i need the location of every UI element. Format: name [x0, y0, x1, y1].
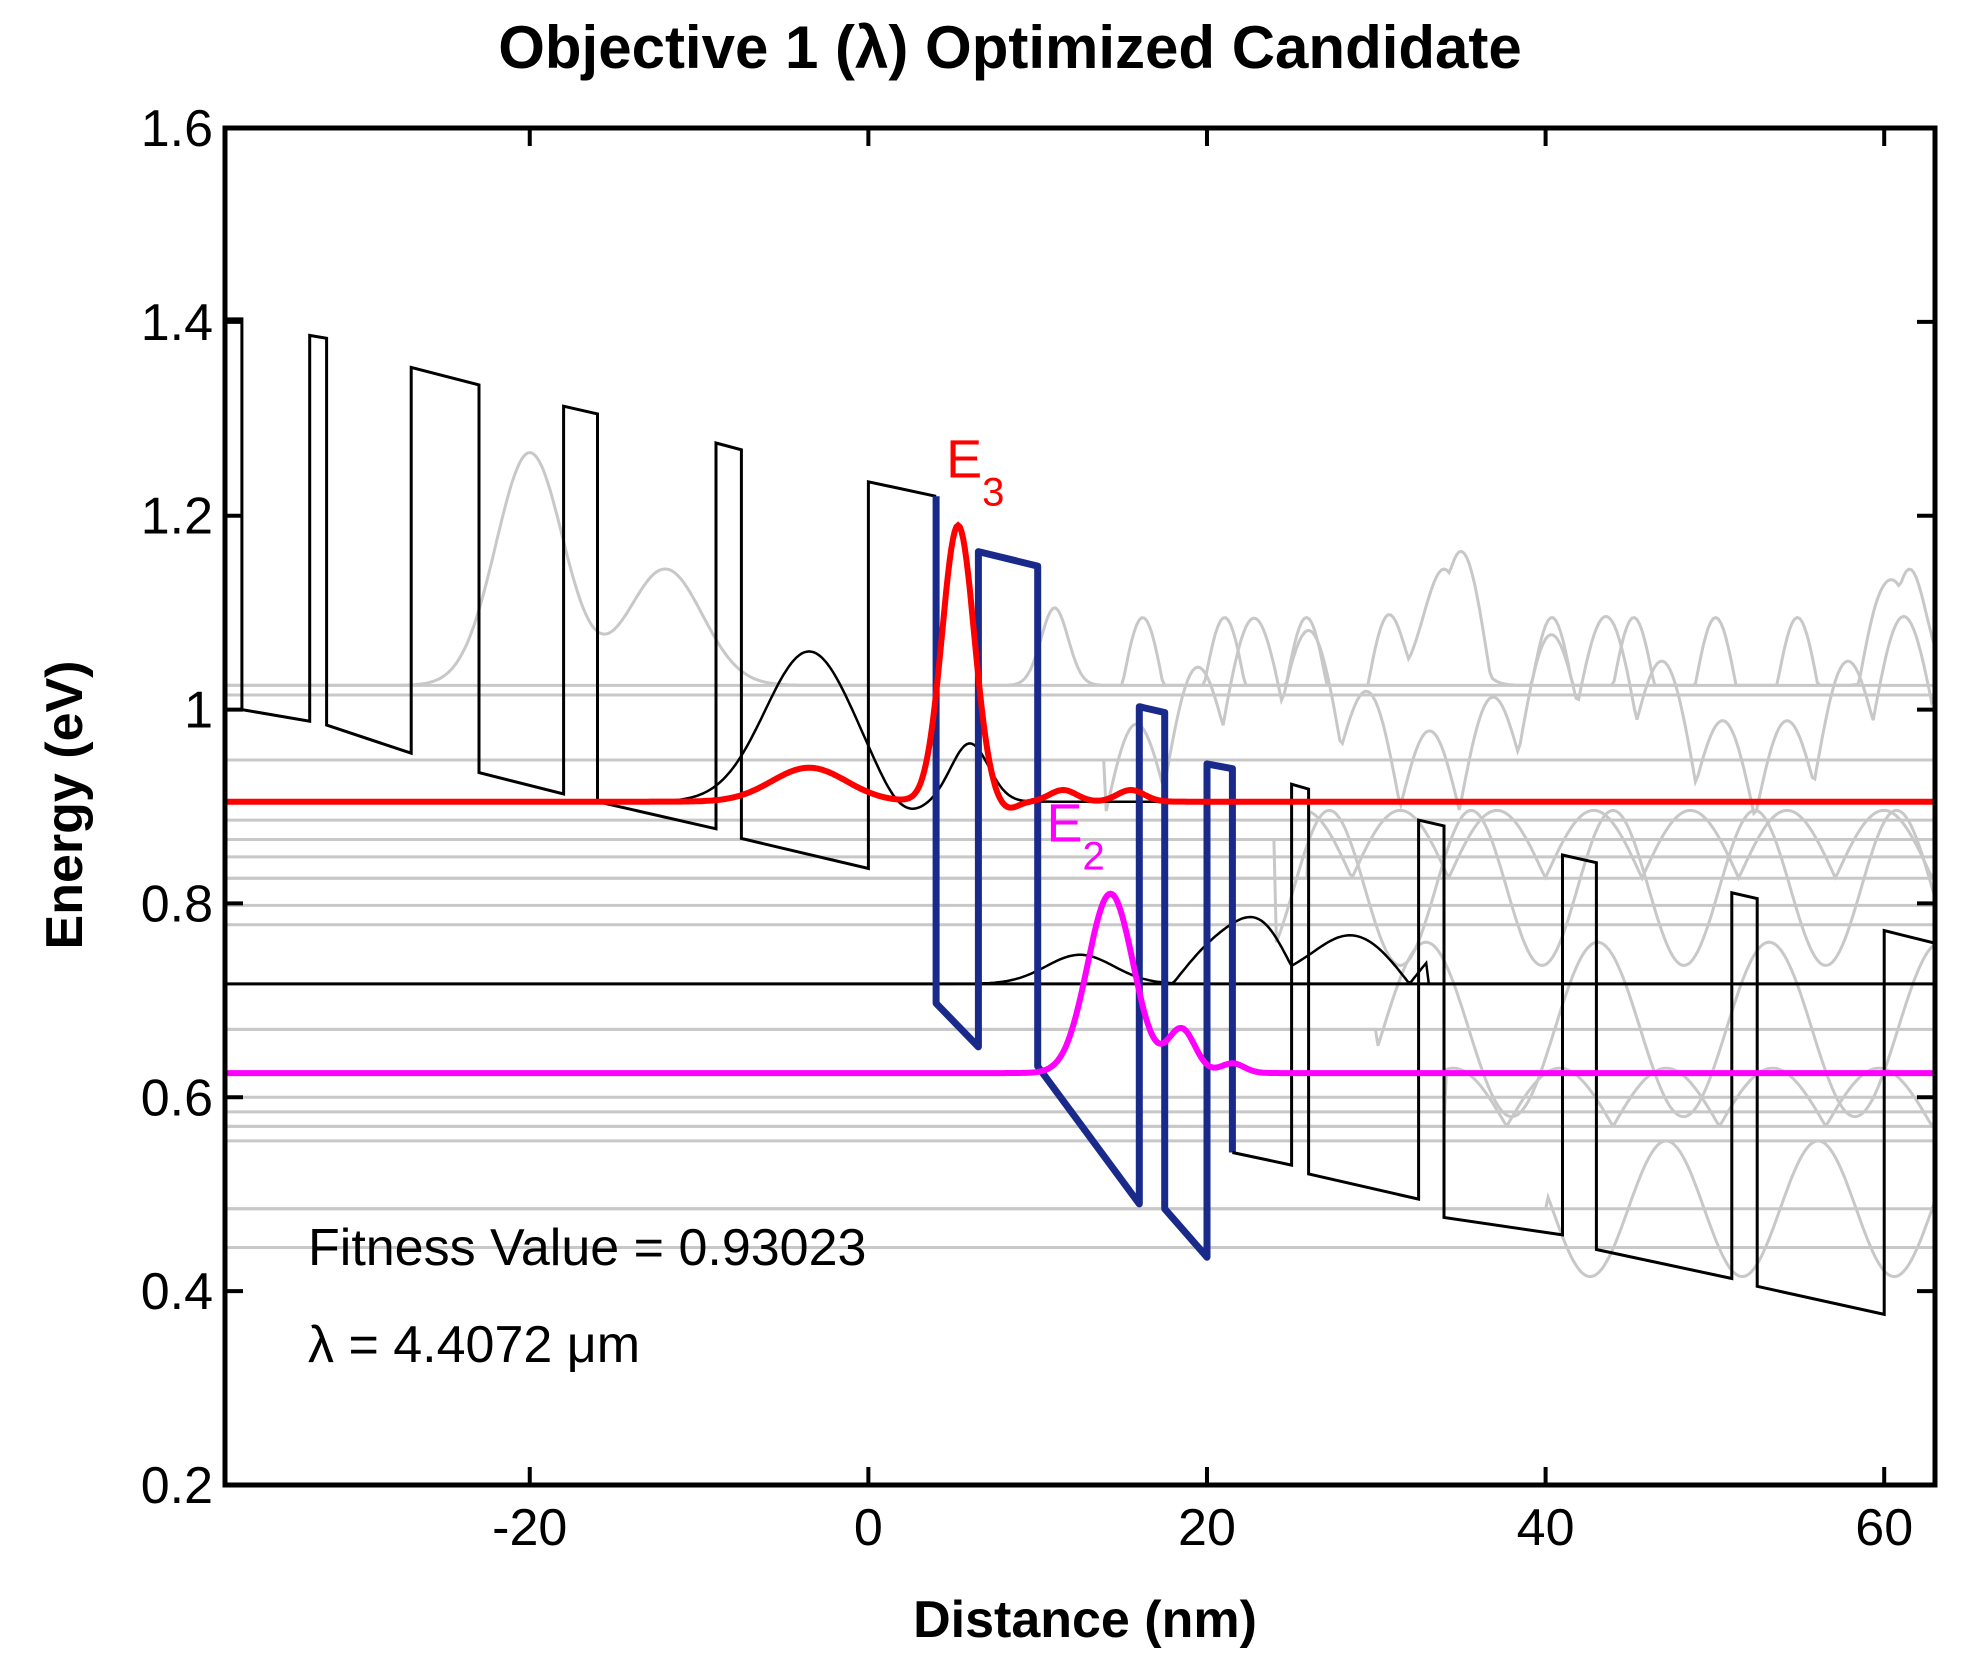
- plot-content: [225, 317, 1935, 1317]
- conduction-band-active-region: [932, 496, 1236, 1261]
- black-wavefunction-lower: [225, 915, 1935, 986]
- x-tick-label-2: 20: [1178, 1499, 1236, 1557]
- y-tick-label-4: 1: [184, 682, 213, 740]
- E2-label: E: [1046, 794, 1082, 854]
- E3-subscript: 3: [982, 470, 1004, 514]
- E3-label: E: [946, 429, 982, 489]
- plot-frame: [222, 125, 1938, 1488]
- chart-title: Objective 1 (λ) Optimized Candidate: [498, 14, 1522, 81]
- grey-wavefunction-3: [225, 808, 1935, 882]
- conduction-band-left: [225, 317, 937, 871]
- x-tick-label-1: 0: [854, 1499, 883, 1557]
- y-tick-label-6: 1.4: [141, 294, 213, 352]
- x-axis-label: Distance (nm): [913, 1591, 1257, 1649]
- y-tick-label-0: 0.2: [141, 1457, 213, 1515]
- black-wavefunction-upper: [225, 650, 1935, 810]
- grey-wavefunction-6: [225, 1139, 1935, 1279]
- y-tick-label-3: 0.8: [141, 875, 213, 933]
- fitness-annotation: Fitness Value = 0.93023: [308, 1219, 866, 1277]
- y-axis-label: Energy (eV): [36, 661, 94, 950]
- grey-wavefunction-0: [225, 451, 1935, 687]
- conduction-band-right: [1232, 782, 1935, 1317]
- E2-wavefunction: [225, 890, 1934, 1077]
- grey-wavefunction-1: [225, 614, 1935, 817]
- E2-subscript: 2: [1082, 835, 1104, 879]
- grey-wavefunction-2: [225, 808, 1935, 967]
- x-tick-label-3: 40: [1517, 1499, 1575, 1557]
- grey-wavefunction-4: [225, 940, 1935, 1119]
- x-tick-label-0: -20: [492, 1499, 567, 1557]
- y-tick-label-5: 1.2: [141, 488, 213, 546]
- y-tick-label-7: 1.6: [141, 100, 213, 158]
- y-tick-label-2: 0.6: [141, 1069, 213, 1127]
- E3-wavefunction: [225, 521, 1934, 811]
- wavelength-annotation: λ = 4.4072 μm: [308, 1316, 640, 1374]
- y-tick-label-1: 0.4: [141, 1263, 213, 1321]
- x-tick-label-4: 60: [1855, 1499, 1913, 1557]
